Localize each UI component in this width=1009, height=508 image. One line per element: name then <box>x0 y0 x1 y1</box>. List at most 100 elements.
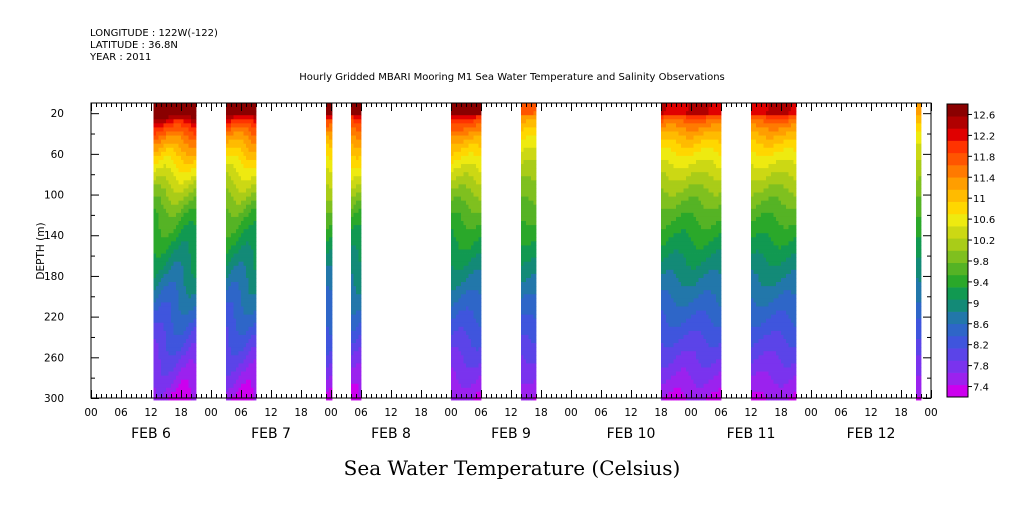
heat-cell <box>179 172 182 176</box>
heat-cell <box>231 384 234 388</box>
heat-cell <box>241 233 244 237</box>
heat-cell <box>696 319 699 323</box>
heat-cell <box>184 237 187 241</box>
heat-cell <box>249 311 252 315</box>
heat-cell <box>351 168 354 172</box>
heat-cell <box>171 347 174 351</box>
heat-cell <box>681 144 684 148</box>
heat-cell <box>159 172 162 176</box>
heat-cell <box>671 384 674 388</box>
heat-cell <box>161 237 164 241</box>
heat-cell <box>241 319 244 323</box>
heat-cell <box>669 388 672 392</box>
heat-cell <box>254 278 257 282</box>
heat-cell <box>249 372 252 376</box>
heat-cell <box>154 156 157 160</box>
heat-cell <box>456 188 459 192</box>
heat-cell <box>231 180 234 184</box>
heat-cell <box>476 282 479 286</box>
heat-cell <box>689 323 692 327</box>
heat-cell <box>166 201 169 205</box>
heat-cell <box>474 372 477 376</box>
heat-cell <box>526 172 529 176</box>
heat-cell <box>451 241 454 245</box>
heat-cell <box>679 372 682 376</box>
heat-cell <box>351 176 354 180</box>
heat-cell <box>154 319 157 323</box>
heat-cell <box>251 380 254 384</box>
heat-cell <box>156 213 159 217</box>
heat-cell <box>524 372 527 376</box>
heat-cell <box>671 184 674 188</box>
heat-cell <box>174 237 177 241</box>
heat-cell <box>351 363 354 367</box>
heat-cell <box>681 115 684 119</box>
heat-cell <box>166 140 169 144</box>
heat-cell <box>684 359 687 363</box>
heat-cell <box>169 123 172 127</box>
heat-cell <box>691 343 694 347</box>
heat-cell <box>479 225 482 229</box>
heat-cell <box>694 168 697 172</box>
heat-cell <box>474 319 477 323</box>
heat-cell <box>184 339 187 343</box>
heat-cell <box>174 262 177 266</box>
heat-cell <box>669 392 672 396</box>
heat-cell <box>469 164 472 168</box>
heat-cell <box>184 274 187 278</box>
heat-cell <box>529 359 532 363</box>
heat-cell <box>179 115 182 119</box>
heat-cell <box>174 249 177 253</box>
heat-cell <box>689 339 692 343</box>
heat-cell <box>674 156 677 160</box>
heat-cell <box>154 148 157 152</box>
heat-cell <box>234 343 237 347</box>
heat-cell <box>356 388 359 392</box>
heat-cell <box>166 241 169 245</box>
heat-cell <box>249 148 252 152</box>
heat-cell <box>359 233 362 237</box>
heat-cell <box>699 160 702 164</box>
heat-cell <box>524 241 527 245</box>
heat-cell <box>161 270 164 274</box>
heat-cell <box>534 372 537 376</box>
heat-cell <box>254 197 257 201</box>
heat-cell <box>189 221 192 225</box>
heat-cell <box>244 384 247 388</box>
heat-cell <box>241 298 244 302</box>
heat-cell <box>676 107 679 111</box>
heat-cell <box>251 315 254 319</box>
heat-cell <box>229 376 232 380</box>
heat-cell <box>534 160 537 164</box>
heat-cell <box>179 123 182 127</box>
heat-cell <box>679 278 682 282</box>
heat-cell <box>184 367 187 371</box>
heat-cell <box>244 306 247 310</box>
heat-cell <box>691 111 694 115</box>
heat-cell <box>684 282 687 286</box>
heat-cell <box>464 323 467 327</box>
heat-cell <box>671 245 674 249</box>
heat-cell <box>171 319 174 323</box>
heat-cell <box>169 111 172 115</box>
heat-cell <box>174 213 177 217</box>
heat-cell <box>159 111 162 115</box>
heat-cell <box>461 266 464 270</box>
heat-cell <box>694 221 697 225</box>
heat-cell <box>156 115 159 119</box>
heat-cell <box>681 266 684 270</box>
heat-cell <box>451 144 454 148</box>
heat-cell <box>681 168 684 172</box>
heat-cell <box>676 152 679 156</box>
heat-cell <box>164 249 167 253</box>
heat-cell <box>329 306 332 310</box>
heat-cell <box>456 119 459 123</box>
heat-cell <box>696 209 699 213</box>
heat-cell <box>329 156 332 160</box>
heat-cell <box>161 156 164 160</box>
heat-cell <box>464 156 467 160</box>
heat-cell <box>191 233 194 237</box>
heat-cell <box>156 380 159 384</box>
heat-cell <box>454 123 457 127</box>
heat-cell <box>181 229 184 233</box>
